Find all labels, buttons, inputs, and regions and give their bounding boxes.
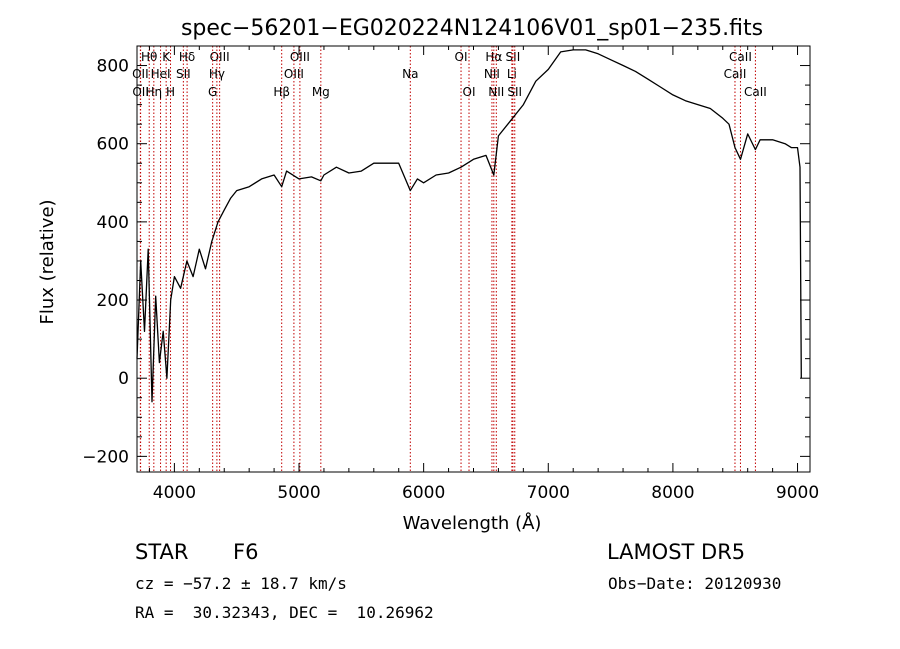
line-marker-label: CaII: [729, 50, 752, 64]
x-tick-label: 7000: [527, 483, 570, 503]
object-subclass: F6: [233, 540, 259, 564]
line-marker-label: SII: [176, 67, 191, 81]
line-marker-label: CaII: [724, 67, 747, 81]
line-marker-label: CaII: [744, 85, 767, 99]
line-marker-label: Hθ: [141, 50, 157, 64]
y-tick-label: 200: [97, 291, 129, 311]
line-marker-label: K: [162, 50, 171, 64]
x-axis: 4000 5000 6000 7000 8000 9000: [148, 46, 819, 503]
y-axis-label: Flux (relative): [37, 199, 58, 324]
line-marker-label: Li: [507, 67, 517, 81]
line-marker-label: OI: [455, 50, 468, 64]
y-tick-label: 800: [97, 57, 129, 77]
x-tick-label: 4000: [153, 483, 196, 503]
line-marker-label: SII: [506, 50, 521, 64]
x-tick-label: 6000: [402, 483, 445, 503]
spectrum-line: [136, 49, 802, 403]
line-marker-label: OIII: [290, 50, 310, 64]
y-tick-label: −200: [82, 447, 129, 467]
line-marker-label: OII: [132, 85, 149, 99]
y-axis: −200 0 200 400 600 800: [82, 57, 810, 467]
line-marker-label: Hγ: [209, 67, 225, 81]
redshift-cz: cz = −57.2 ± 18.7 km/s: [135, 574, 347, 593]
y-tick-label: 0: [118, 369, 129, 389]
line-marker-label: OIII: [284, 67, 304, 81]
y-tick-label: 600: [97, 135, 129, 155]
line-marker-label: HeI: [151, 67, 171, 81]
line-marker-label: Hη: [146, 85, 163, 99]
observation-date: Obs−Date: 20120930: [608, 574, 782, 593]
line-marker-label: SII: [507, 85, 522, 99]
ra-dec: RA = 30.32343, DEC = 10.26962: [135, 603, 434, 622]
x-tick-label: 5000: [277, 483, 320, 503]
line-marker-label: Mg: [312, 85, 330, 99]
line-marker-label: OIII: [210, 50, 230, 64]
line-marker-label: G: [208, 85, 217, 99]
y-tick-label: 400: [97, 213, 129, 233]
object-class: STAR: [135, 540, 189, 564]
line-marker-label: H: [166, 85, 175, 99]
plot-frame: [136, 45, 811, 473]
x-tick-label: 9000: [776, 483, 819, 503]
line-marker-label: Na: [402, 67, 418, 81]
x-tick-label: 8000: [651, 483, 694, 503]
line-marker-label: NII: [488, 85, 504, 99]
chart-title: spec−56201−EG020224N124106V01_sp01−235.f…: [181, 16, 763, 41]
line-marker-label: OI: [463, 85, 476, 99]
line-marker-label: NII: [484, 67, 500, 81]
line-marker-label: Hδ: [179, 50, 195, 64]
line-marker-label: Hα: [485, 50, 502, 64]
survey-name: LAMOST DR5: [607, 540, 746, 564]
spectrum-series: [136, 49, 802, 403]
line-marker-label: Hβ: [273, 85, 290, 99]
x-axis-label: Wavelength (Å): [403, 512, 542, 534]
